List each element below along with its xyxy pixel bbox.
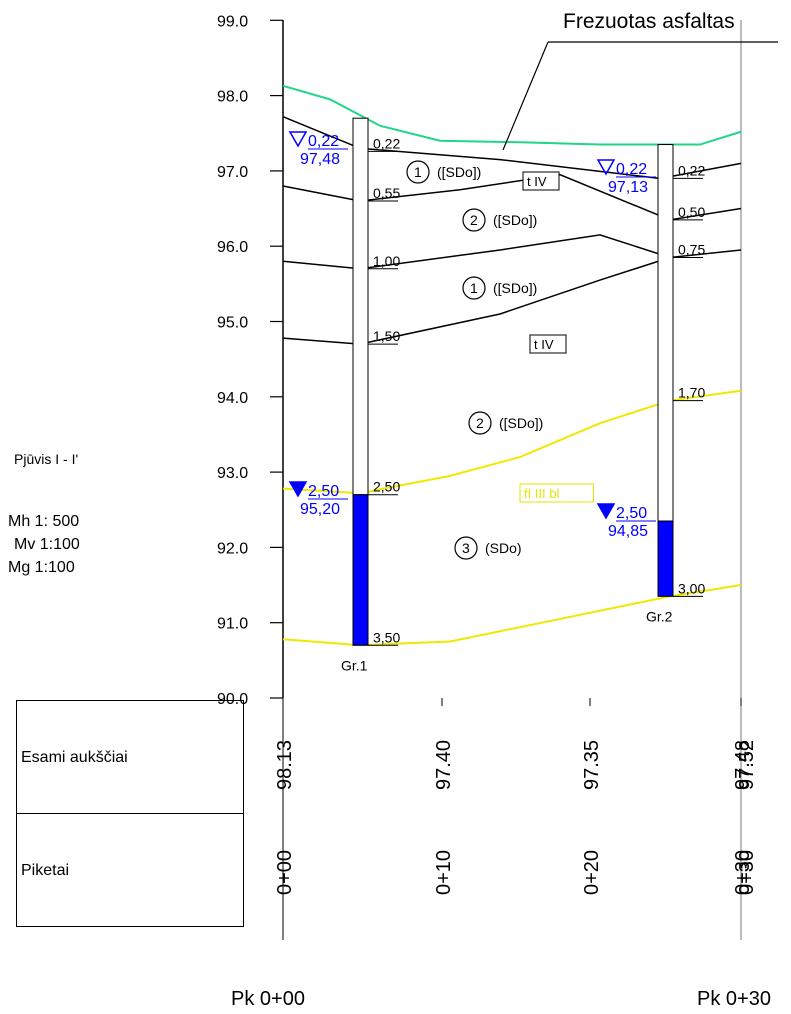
soil-number-circle bbox=[468, 411, 492, 435]
borehole-1 bbox=[352, 117, 369, 496]
water-elevation-label: 97,13 bbox=[608, 179, 648, 196]
drawing-title: Frezuotas asfaltas bbox=[563, 10, 735, 33]
strata-tag-label: fI III bl bbox=[524, 486, 560, 501]
depth-label: 0,50 bbox=[678, 204, 705, 220]
depth-label: 0,75 bbox=[678, 241, 705, 257]
borehole-water-fill-2 bbox=[657, 520, 674, 597]
station-row-header: Piketai bbox=[16, 813, 244, 927]
soil-type-label: ([SDo]) bbox=[499, 415, 543, 431]
y-tick-label: 97.0 bbox=[217, 164, 248, 181]
water-elevation-label: 95,20 bbox=[300, 501, 340, 518]
depth-label: 0,55 bbox=[373, 185, 400, 201]
borehole-water-fill-1 bbox=[352, 494, 369, 646]
y-tick-label: 96.0 bbox=[217, 239, 248, 256]
strata-tag-box bbox=[529, 334, 567, 354]
soil-number: 2 bbox=[476, 415, 484, 431]
water-level-icon bbox=[596, 159, 616, 176]
asphalt-base-line bbox=[282, 115, 742, 180]
soil-number: 2 bbox=[470, 212, 478, 228]
elevation-value: 97.35 bbox=[581, 740, 603, 790]
y-tick-label: 94.0 bbox=[217, 390, 248, 407]
elevation-value: 97.52 bbox=[736, 740, 758, 790]
fill-layer-boundary-bottom bbox=[282, 584, 742, 647]
borehole-name-2: Gr.2 bbox=[646, 608, 673, 624]
station-value: 0+30 bbox=[732, 850, 754, 895]
depth-label: 2,50 bbox=[373, 479, 400, 495]
depth-label: 3,00 bbox=[678, 580, 705, 596]
station-value: 0+10 bbox=[433, 850, 455, 895]
water-elevation-label: 97,48 bbox=[300, 151, 340, 168]
soil-type-label: ([SDo]) bbox=[493, 212, 537, 228]
station-row-label: Piketai bbox=[21, 862, 70, 879]
depth-label: 0,22 bbox=[373, 135, 400, 151]
soil-number-circle bbox=[462, 208, 486, 232]
geology-scale: Mg 1:100 bbox=[8, 559, 75, 576]
y-tick-label: 92.0 bbox=[217, 540, 248, 557]
soil-number: 1 bbox=[414, 164, 422, 180]
y-tick-label: 93.0 bbox=[217, 465, 248, 482]
water-depth-label: 2,50 bbox=[308, 483, 339, 500]
water-depth-label: 2,50 bbox=[616, 505, 647, 522]
strata-tag-label: t IV bbox=[534, 337, 554, 352]
elevation-row-header: Esami aukščiai bbox=[16, 700, 244, 814]
y-tick-label: 99.0 bbox=[217, 13, 248, 30]
layer-boundary-3 bbox=[282, 256, 671, 345]
section-name: Pjūvis I - I' bbox=[14, 451, 79, 467]
depth-label: 3,50 bbox=[373, 629, 400, 645]
strata-tag-box bbox=[522, 171, 560, 191]
soil-number-circle bbox=[406, 160, 430, 184]
water-level-icon bbox=[288, 481, 308, 498]
y-tick-label: 91.0 bbox=[217, 616, 248, 633]
station-value: 0+00 bbox=[274, 850, 296, 895]
soil-number: 1 bbox=[470, 280, 478, 296]
soil-number: 3 bbox=[462, 540, 470, 556]
vertical-scale: Mv 1:100 bbox=[14, 536, 80, 553]
borehole-2 bbox=[657, 144, 674, 522]
borehole-name-1: Gr.1 bbox=[341, 657, 368, 673]
water-level-icon bbox=[596, 503, 616, 520]
depth-label: 1,70 bbox=[678, 385, 705, 401]
footer-start-station: Pk 0+00 bbox=[231, 988, 305, 1010]
title-leader-line bbox=[502, 41, 549, 151]
elevation-value: 98.13 bbox=[274, 740, 296, 790]
layer-boundary-1 bbox=[282, 173, 742, 221]
depth-label: 1,50 bbox=[373, 328, 400, 344]
station-value: 0+20 bbox=[581, 850, 603, 895]
elevation-value: 97.48 bbox=[732, 740, 754, 790]
soil-type-label: ([SDo]) bbox=[437, 164, 481, 180]
water-elevation-label: 94,85 bbox=[608, 523, 648, 540]
water-depth-label: 0,22 bbox=[308, 133, 339, 150]
soil-type-label: ([SDo]) bbox=[493, 280, 537, 296]
horizontal-scale: Mh 1: 500 bbox=[8, 513, 80, 530]
water-depth-label: 0,22 bbox=[616, 161, 647, 178]
elevation-value: 97.40 bbox=[433, 740, 455, 790]
soil-number-circle bbox=[454, 536, 478, 560]
y-tick-label: 98.0 bbox=[217, 89, 248, 106]
y-tick-label: 95.0 bbox=[217, 315, 248, 332]
soil-number-circle bbox=[462, 276, 486, 300]
strata-tag-box bbox=[519, 483, 594, 503]
y-tick-label: 90.0 bbox=[217, 691, 248, 708]
depth-label: 1,00 bbox=[373, 253, 400, 269]
depth-label: 0,22 bbox=[678, 162, 705, 178]
water-level-icon bbox=[288, 131, 308, 148]
elevation-row-label: Esami aukščiai bbox=[21, 749, 128, 766]
ground-surface-line bbox=[282, 84, 742, 146]
station-value: 0+30 bbox=[736, 850, 758, 895]
footer-end-station: Pk 0+30 bbox=[697, 988, 771, 1010]
layer-boundary-2 bbox=[282, 234, 742, 270]
soil-type-label: (SDo) bbox=[485, 540, 522, 556]
strata-tag-label: t IV bbox=[527, 174, 547, 189]
